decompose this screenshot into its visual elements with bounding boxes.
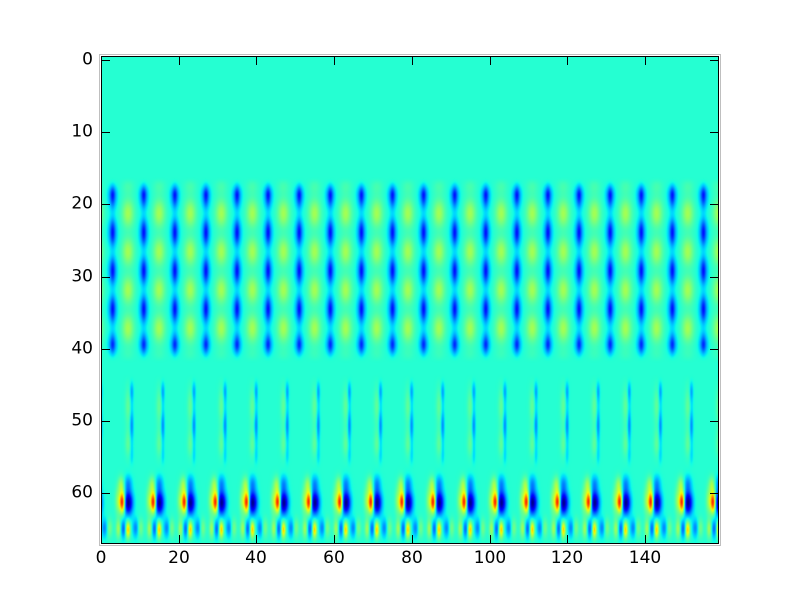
y-tick-label: 60 — [71, 482, 93, 503]
y-tick-label: 20 — [71, 193, 93, 214]
x-tick-bottom — [256, 535, 257, 543]
x-tick-bottom — [334, 535, 335, 543]
y-tick-right — [710, 204, 718, 205]
y-tick-right — [710, 277, 718, 278]
heatmap-image — [101, 56, 719, 544]
y-tick-right — [710, 132, 718, 133]
x-tick-bottom — [567, 535, 568, 543]
x-tick-bottom — [490, 535, 491, 543]
y-tick-left — [102, 132, 110, 133]
x-tick-bottom — [179, 535, 180, 543]
x-tick-top — [412, 57, 413, 65]
x-tick-label: 40 — [245, 548, 267, 568]
y-tick-right — [710, 421, 718, 422]
y-tick-left — [102, 277, 110, 278]
x-tick-top — [334, 57, 335, 65]
y-tick-label: 40 — [71, 338, 93, 359]
x-tick-label: 80 — [401, 548, 423, 568]
x-tick-label: 20 — [168, 548, 190, 568]
x-tick-label: 120 — [550, 548, 584, 568]
x-tick-top — [101, 57, 102, 65]
x-tick-label: 0 — [95, 548, 107, 568]
y-tick-label: 50 — [71, 410, 93, 431]
x-tick-label: 140 — [628, 548, 662, 568]
y-tick-right — [710, 349, 718, 350]
x-tick-label: 60 — [323, 548, 345, 568]
y-tick-left — [102, 421, 110, 422]
x-tick-label: 100 — [473, 548, 507, 568]
x-tick-top — [490, 57, 491, 65]
x-tick-top — [567, 57, 568, 65]
y-tick-left — [102, 349, 110, 350]
y-tick-label: 0 — [82, 49, 93, 70]
y-tick-left — [102, 493, 110, 494]
x-tick-top — [179, 57, 180, 65]
y-tick-label: 10 — [71, 121, 93, 142]
x-tick-bottom — [645, 535, 646, 543]
x-tick-top — [256, 57, 257, 65]
x-tick-bottom — [101, 535, 102, 543]
x-tick-bottom — [412, 535, 413, 543]
y-tick-left — [102, 60, 110, 61]
y-tick-left — [102, 204, 110, 205]
x-tick-top — [645, 57, 646, 65]
y-tick-right — [710, 60, 718, 61]
plot-frame — [99, 54, 721, 546]
y-tick-right — [710, 493, 718, 494]
y-tick-label: 30 — [71, 266, 93, 287]
